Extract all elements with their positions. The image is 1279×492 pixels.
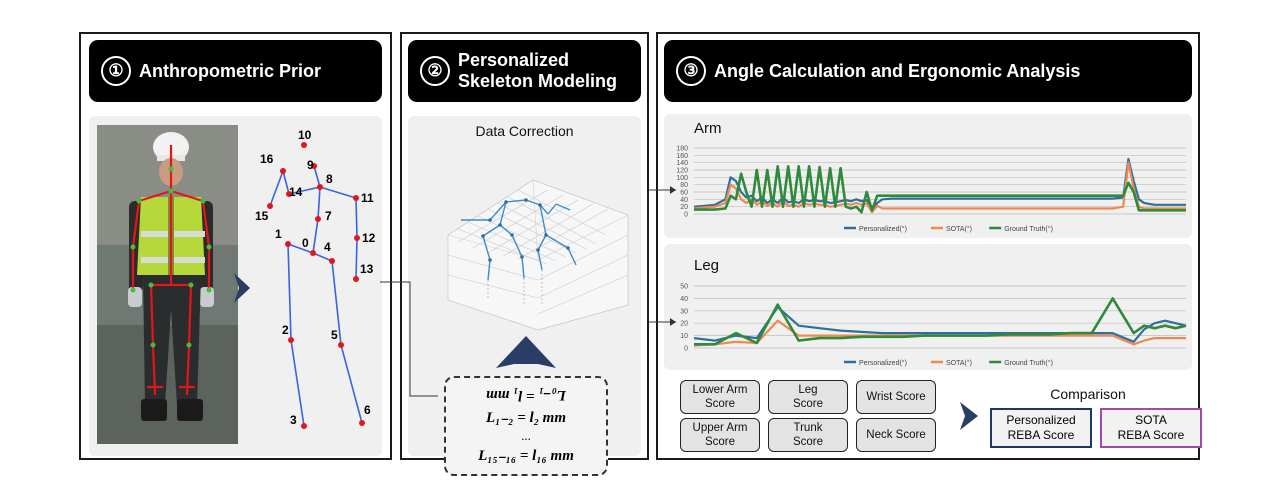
keypoint-label: 3 xyxy=(290,413,297,427)
keypoint-label: 16 xyxy=(260,152,274,166)
arm-chart-panel: Arm 0 20 40 60 80 100 120 140 160 180 Personalized(… xyxy=(664,114,1192,238)
keypoint-label: 14 xyxy=(289,185,303,199)
y-tick-label: 20 xyxy=(680,204,688,211)
keypoint-label: 15 xyxy=(255,209,269,223)
equation-1: L₀₋₁ = l₁ mm xyxy=(485,387,567,403)
worker-photo xyxy=(97,125,238,444)
panel-1-content: 0 1 2 3 4 5 6 7 8 9 10 11 12 13 14 15 16 xyxy=(89,116,382,456)
y-tick-label: 180 xyxy=(676,146,688,153)
keypoint-label: 12 xyxy=(362,231,376,245)
y-tick-label: 0 xyxy=(684,212,688,219)
series-line-3 xyxy=(694,164,1186,214)
keypoint-label: 2 xyxy=(282,323,289,337)
legend-label: Personalized(°) xyxy=(859,359,907,367)
y-tick-label: 30 xyxy=(680,308,688,315)
y-tick-label: 40 xyxy=(680,197,688,204)
keypoint-label: 7 xyxy=(325,209,332,223)
sota-reba-score-box: SOTA REBA Score xyxy=(1100,408,1202,448)
arrow-right-icon xyxy=(960,402,978,430)
step-number-3: ③ xyxy=(676,56,706,86)
panel-3-title: Angle Calculation and Ergonomic Analysis xyxy=(714,60,1081,81)
keypoint-label: 13 xyxy=(360,262,374,276)
arrow-up-icon xyxy=(496,336,556,368)
panel-anthropometric-prior: ① Anthropometric Prior xyxy=(79,32,392,460)
wrist-score-box: Wrist Score xyxy=(856,380,936,414)
y-tick-label: 50 xyxy=(680,284,688,291)
y-tick-label: 100 xyxy=(676,175,688,182)
comparison-label: Comparison xyxy=(1050,386,1126,402)
panel-personalized-skeleton-modeling: ② Personalized Skeleton Modeling Data Co… xyxy=(400,32,649,476)
y-tick-label: 10 xyxy=(680,333,688,340)
keypoint-label: 8 xyxy=(326,172,333,186)
upper-arm-score-box: Upper Arm Score xyxy=(680,418,760,452)
y-tick-label: 140 xyxy=(676,160,688,167)
legend-label: Ground Truth(°) xyxy=(1004,359,1053,367)
step-number-2: ② xyxy=(420,56,450,86)
panel-1-title: Anthropometric Prior xyxy=(139,60,322,81)
y-tick-label: 20 xyxy=(680,321,688,328)
trunk-score-box: Trunk Score xyxy=(768,418,848,452)
panel-angle-calculation: ③ Angle Calculation and Ergonomic Analys… xyxy=(656,32,1202,460)
equation-ellipsis: ... xyxy=(521,428,531,443)
legend-label: Personalized(°) xyxy=(859,225,907,233)
series-line-2 xyxy=(693,161,1186,214)
keypoint-label: 9 xyxy=(307,158,314,172)
equation-16: L₁₅₋₁₆ = l₁₆ mm xyxy=(478,448,574,464)
3d-skeleton-plot xyxy=(447,179,629,331)
keypoint-label: 0 xyxy=(302,236,309,250)
series-line-3 xyxy=(694,297,1187,346)
keypoint-label: 6 xyxy=(364,403,371,417)
panel-2-title-line2: Skeleton Modeling xyxy=(458,71,618,91)
leg-score-box: Leg Score xyxy=(768,380,848,414)
y-tick-label: 120 xyxy=(676,168,688,175)
y-tick-label: 60 xyxy=(680,190,688,197)
chart-title: Leg xyxy=(694,257,719,274)
bone-length-equations: L₀₋₁ = l₁ mm L₁₋₂ = l₂ mm ... L₁₅₋₁₆ = l… xyxy=(444,376,608,476)
lower-arm-score-box: Lower Arm Score xyxy=(680,380,760,414)
panel-2-content: Data Correction xyxy=(408,116,641,476)
step-number-1: ① xyxy=(101,56,131,86)
bracket-connector xyxy=(647,186,676,326)
keypoint-label: 4 xyxy=(324,240,331,254)
keypoint-label: 5 xyxy=(331,328,338,342)
keypoint-label: 11 xyxy=(361,191,374,205)
legend-label: Ground Truth(°) xyxy=(1004,225,1053,233)
panel-3-header: ③ Angle Calculation and Ergonomic Analys… xyxy=(664,40,1192,102)
skeleton-diagram: 0 1 2 3 4 5 6 7 8 9 10 11 12 13 14 15 16 xyxy=(255,128,376,429)
legend-label: SOTA(°) xyxy=(946,359,972,367)
keypoint-label: 1 xyxy=(275,227,282,241)
panel-1-header: ① Anthropometric Prior xyxy=(89,40,382,102)
chart-title: Arm xyxy=(694,120,722,137)
panel-2-header: ② Personalized Skeleton Modeling xyxy=(408,40,641,102)
series-line-1 xyxy=(693,157,1186,212)
neck-score-box: Neck Score xyxy=(856,418,936,452)
data-correction-label: Data Correction xyxy=(475,123,574,139)
y-tick-label: 160 xyxy=(676,153,688,160)
equation-2: L₁₋₂ = l₂ mm xyxy=(485,410,567,426)
keypoint-label: 10 xyxy=(298,128,312,142)
panel-2-title-line1: Personalized xyxy=(458,50,570,70)
y-tick-label: 80 xyxy=(680,182,688,189)
y-tick-label: 0 xyxy=(684,346,688,353)
legend-label: SOTA(°) xyxy=(946,225,972,233)
connector-line xyxy=(380,281,438,397)
arrow-right-icon xyxy=(234,273,250,303)
y-tick-label: 40 xyxy=(680,296,688,303)
leg-angle-chart: Leg 0 10 20 30 40 50 Personalized(°) SOTA(°) Grou… xyxy=(680,257,1187,367)
series-line-1 xyxy=(693,305,1187,343)
personalized-reba-score-box: Personalized REBA Score xyxy=(990,408,1092,448)
leg-chart-panel: Leg 0 10 20 30 40 50 Personalized(°) SOTA(°) Grou… xyxy=(664,244,1192,370)
